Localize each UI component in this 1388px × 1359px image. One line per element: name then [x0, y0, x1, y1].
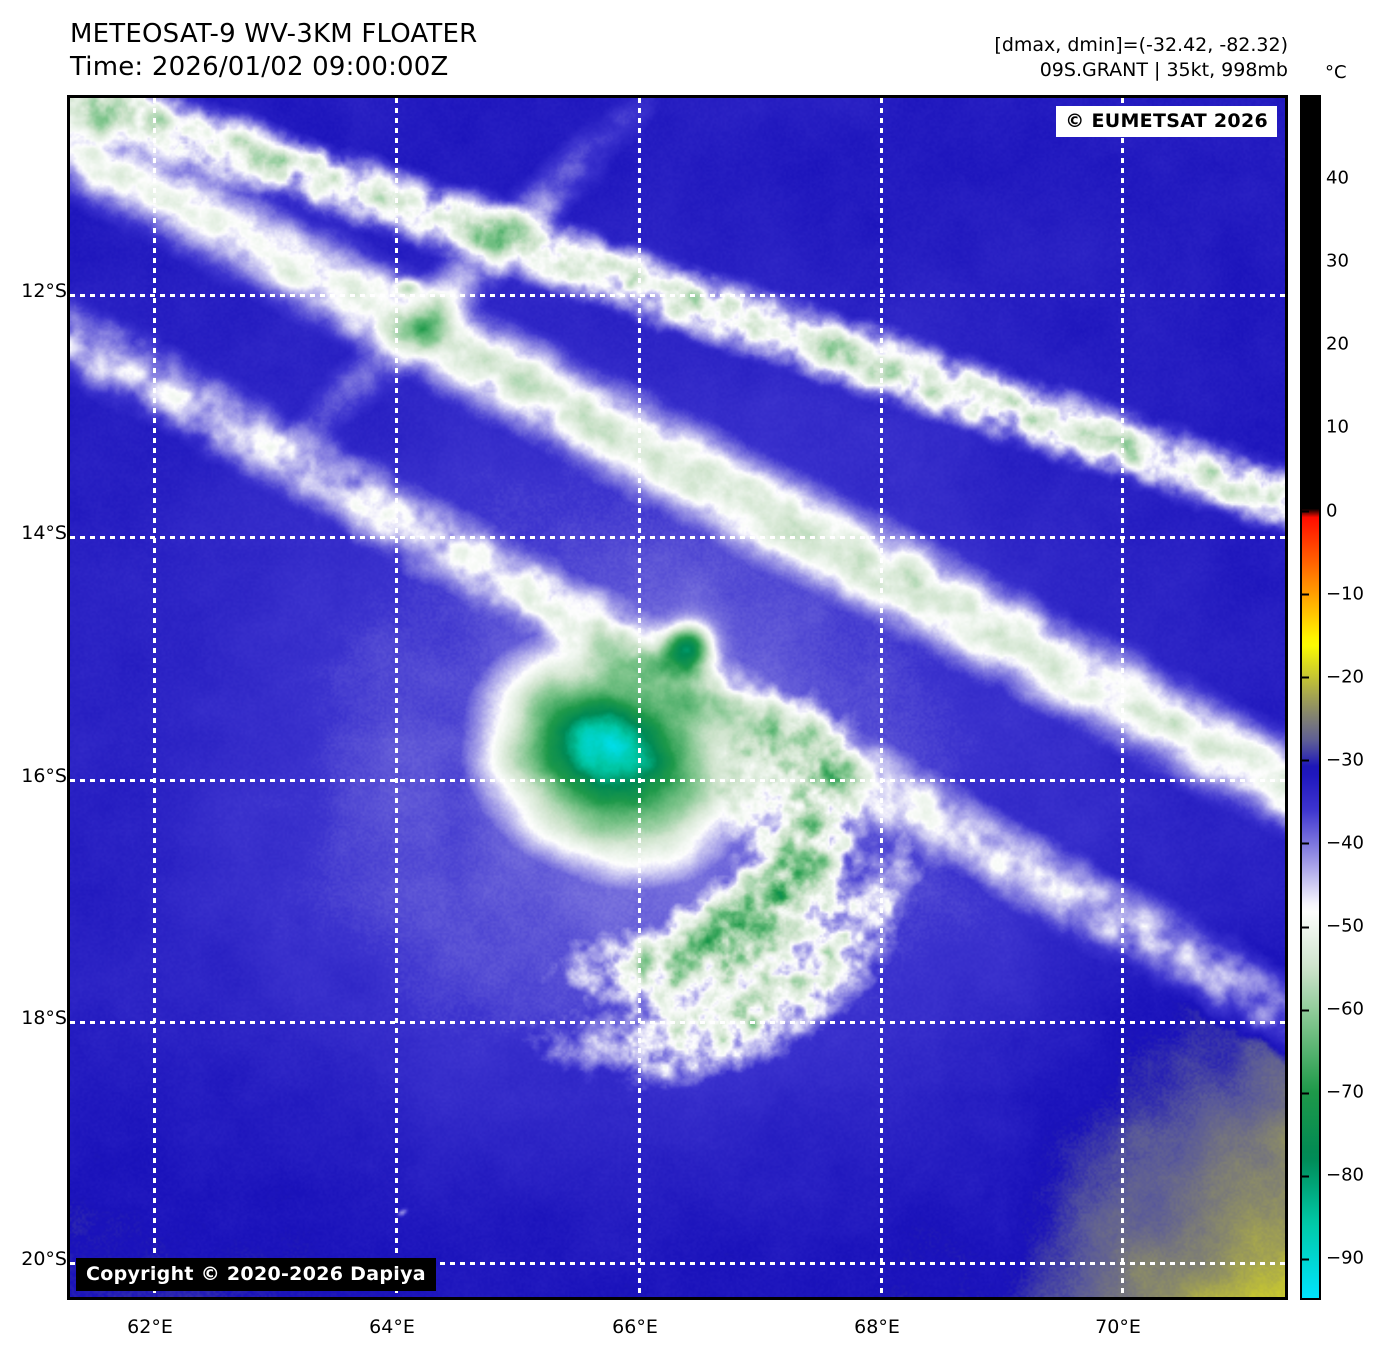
colorbar-tick: 10	[1300, 417, 1349, 438]
colorbar-tick: −50	[1300, 916, 1364, 937]
timestamp-label: Time: 2026/01/02 09:00:00Z	[70, 52, 449, 82]
colorbar-tick: 20	[1300, 334, 1349, 355]
title-block: METEOSAT-9 WV-3KM FLOATER Time: 2026/01/…	[70, 18, 477, 84]
colorbar-tick: 30	[1300, 251, 1349, 272]
satellite-imagery-canvas	[70, 98, 1285, 1297]
colorbar-tick: −40	[1300, 832, 1364, 853]
satellite-image-plot[interactable]: © EUMETSAT 2026 Copyright © 2020-2026 Da…	[67, 95, 1288, 1300]
x-axis-tick-label: 64°E	[369, 1316, 415, 1338]
x-axis-tick-label: 62°E	[127, 1316, 173, 1338]
temperature-colorbar[interactable]	[1300, 95, 1321, 1300]
colorbar-tick: −70	[1300, 1082, 1364, 1103]
y-axis-tick-label: 12°S	[21, 280, 67, 302]
x-axis-tick-label: 66°E	[612, 1316, 658, 1338]
y-axis-tick-label: 20°S	[21, 1248, 67, 1270]
x-axis-tick-label: 70°E	[1095, 1316, 1141, 1338]
colorbar-tick: −10	[1300, 583, 1364, 604]
colorbar-tick: 0	[1300, 500, 1337, 521]
colorbar-tick: −60	[1300, 999, 1364, 1020]
page-title: METEOSAT-9 WV-3KM FLOATER	[70, 19, 478, 49]
x-axis-tick-label: 68°E	[854, 1316, 900, 1338]
colorbar-tick: −30	[1300, 749, 1364, 770]
colorbar-tick: −90	[1300, 1248, 1364, 1269]
colorbar-tick: −80	[1300, 1165, 1364, 1186]
data-range-label: [dmax, dmin]=(-32.42, -82.32)	[994, 34, 1288, 56]
dapiya-copyright-badge: Copyright © 2020-2026 Dapiya	[76, 1258, 436, 1291]
y-axis-tick-label: 18°S	[21, 1007, 67, 1029]
eumetsat-copyright-badge: © EUMETSAT 2026	[1056, 106, 1277, 137]
colorbar-unit-label: °C	[1325, 62, 1347, 83]
y-axis-tick-label: 14°S	[21, 522, 67, 544]
colorbar-tick: −20	[1300, 666, 1364, 687]
y-axis-tick-label: 16°S	[21, 765, 67, 787]
metadata-block: [dmax, dmin]=(-32.42, -82.32) 09S.GRANT …	[994, 33, 1288, 83]
storm-info-label: 09S.GRANT | 35kt, 998mb	[1039, 59, 1288, 81]
colorbar-tick: 40	[1300, 168, 1349, 189]
colorbar-gradient	[1302, 97, 1319, 1298]
